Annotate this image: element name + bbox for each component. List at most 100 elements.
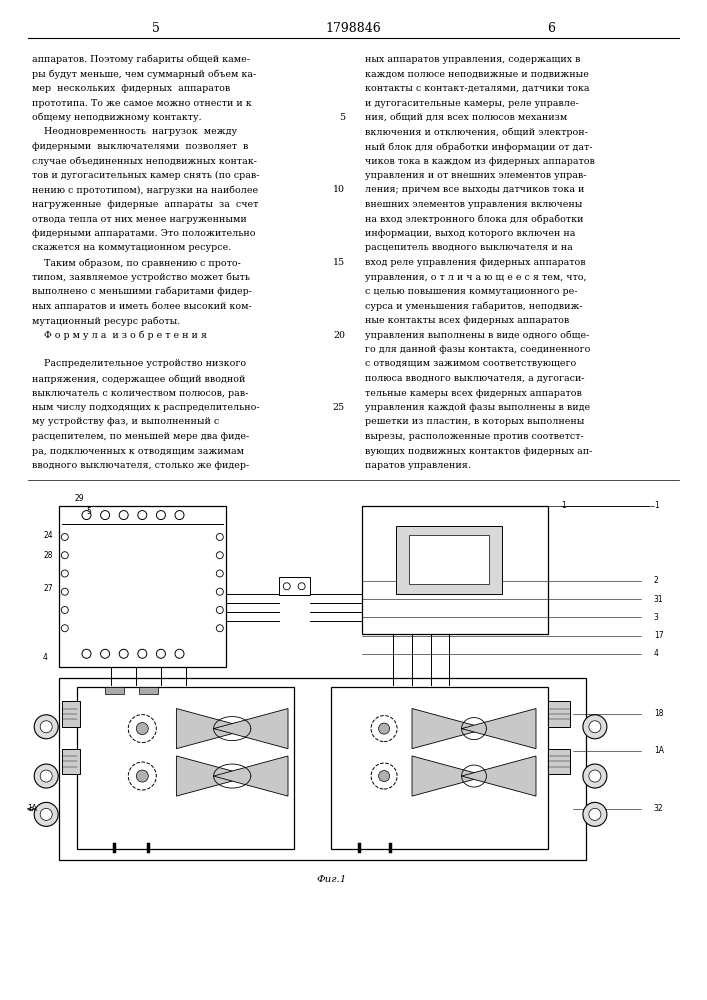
Text: ления; причем все выходы датчиков тока и: ления; причем все выходы датчиков тока и	[365, 186, 585, 194]
Circle shape	[175, 649, 184, 658]
Circle shape	[216, 570, 223, 577]
Text: мер  нескольких  фидерных  аппаратов: мер нескольких фидерных аппаратов	[32, 84, 230, 93]
Polygon shape	[462, 756, 536, 796]
Circle shape	[589, 770, 601, 782]
Text: 32: 32	[654, 804, 663, 813]
Text: фидерными аппаратами. Это положительно: фидерными аппаратами. Это положительно	[32, 229, 255, 238]
Text: сурса и уменьшения габаритов, неподвиж-: сурса и уменьшения габаритов, неподвиж-	[365, 302, 583, 311]
Circle shape	[100, 649, 110, 658]
Bar	[105, 687, 124, 694]
Text: Распределительное устройство низкого: Распределительное устройство низкого	[32, 360, 246, 368]
Text: вырезы, расположенные против соответст-: вырезы, расположенные против соответст-	[365, 432, 584, 441]
Polygon shape	[412, 756, 486, 796]
Text: 5: 5	[339, 113, 345, 122]
Text: ный блок для обработки информации от дат-: ный блок для обработки информации от дат…	[365, 142, 592, 151]
Polygon shape	[177, 709, 251, 749]
Text: 3: 3	[654, 613, 659, 622]
Text: ра, подключенных к отводящим зажимам: ра, подключенных к отводящим зажимам	[32, 446, 244, 456]
Circle shape	[216, 552, 223, 559]
Text: включения и отключения, общий электрон-: включения и отключения, общий электрон-	[365, 127, 588, 137]
Circle shape	[583, 802, 607, 826]
Circle shape	[136, 770, 148, 782]
Text: и дугогасительные камеры, реле управле-: и дугогасительные камеры, реле управле-	[365, 99, 579, 107]
Bar	[549, 749, 570, 774]
Text: вующих подвижных контактов фидерных ап-: вующих подвижных контактов фидерных ап-	[365, 446, 592, 456]
Circle shape	[216, 606, 223, 613]
Circle shape	[138, 511, 147, 520]
Text: 24: 24	[43, 531, 53, 540]
Bar	[409, 535, 489, 584]
Circle shape	[40, 770, 52, 782]
Text: тов и дугогасительных камер снять (по срав-: тов и дугогасительных камер снять (по ср…	[32, 171, 259, 180]
Text: выключатель с количеством полюсов, рав-: выключатель с количеством полюсов, рав-	[32, 388, 248, 397]
Circle shape	[298, 583, 305, 590]
Bar	[279, 577, 310, 595]
Text: управления и от внешних элементов управ-: управления и от внешних элементов управ-	[365, 171, 587, 180]
Text: мутационный ресурс работы.: мутационный ресурс работы.	[32, 316, 180, 326]
Circle shape	[128, 762, 156, 790]
Text: вход реле управления фидерных аппаратов: вход реле управления фидерных аппаратов	[365, 258, 585, 267]
Bar	[59, 678, 585, 860]
Circle shape	[40, 808, 52, 820]
Text: случае объединенных неподвижных контак-: случае объединенных неподвижных контак-	[32, 156, 257, 166]
Text: аппаратов. Поэтому габариты общей каме-: аппаратов. Поэтому габариты общей каме-	[32, 55, 250, 64]
Text: 17: 17	[654, 631, 663, 640]
Text: 18: 18	[654, 710, 663, 718]
Text: 29: 29	[74, 494, 83, 503]
Text: тельные камеры всех фидерных аппаратов: тельные камеры всех фидерных аппаратов	[365, 388, 582, 397]
Text: Ф о р м у л а  и з о б р е т е н и я: Ф о р м у л а и з о б р е т е н и я	[32, 330, 207, 340]
Text: ры будут меньше, чем суммарный объем ка-: ры будут меньше, чем суммарный объем ка-	[32, 70, 256, 79]
Text: типом, заявляемое устройство может быть: типом, заявляемое устройство может быть	[32, 272, 250, 282]
Text: 1: 1	[561, 501, 566, 510]
Text: 20: 20	[333, 330, 345, 340]
Circle shape	[62, 625, 69, 632]
Text: ные контакты всех фидерных аппаратов: ные контакты всех фидерных аппаратов	[365, 316, 569, 325]
Text: ным числу подходящих к распределительно-: ным числу подходящих к распределительно-	[32, 403, 259, 412]
Text: скажется на коммутационном ресурсе.: скажется на коммутационном ресурсе.	[32, 243, 231, 252]
Text: нению с прототипом), нагрузки на наиболее: нению с прототипом), нагрузки на наиболе…	[32, 186, 258, 195]
Circle shape	[379, 723, 390, 734]
Circle shape	[371, 763, 397, 789]
Circle shape	[216, 588, 223, 595]
Bar	[332, 687, 549, 849]
Text: выполнено с меньшими габаритами фидер-: выполнено с меньшими габаритами фидер-	[32, 287, 252, 296]
Text: 25: 25	[333, 403, 345, 412]
Text: на вход электронного блока для обработки: на вход электронного блока для обработки	[365, 215, 583, 224]
Circle shape	[119, 649, 128, 658]
Circle shape	[175, 511, 184, 520]
Text: ния, общий для всех полюсов механизм: ния, общий для всех полюсов механизм	[365, 113, 567, 122]
Text: с отводящим зажимом соответствующего: с отводящим зажимом соответствующего	[365, 360, 576, 368]
Circle shape	[34, 802, 58, 826]
Bar	[62, 749, 81, 774]
Text: 4: 4	[654, 649, 659, 658]
Text: 1798846: 1798846	[326, 21, 381, 34]
Circle shape	[284, 583, 291, 590]
Text: 31: 31	[654, 595, 663, 604]
Circle shape	[216, 625, 223, 632]
Text: Фиг.1: Фиг.1	[316, 875, 346, 884]
Text: му устройству фаз, и выполненный с: му устройству фаз, и выполненный с	[32, 418, 219, 426]
Bar	[77, 687, 294, 849]
Bar	[549, 701, 570, 727]
Text: 2: 2	[654, 576, 658, 585]
Circle shape	[589, 721, 601, 733]
Text: 4: 4	[43, 653, 48, 662]
Text: внешних элементов управления включены: внешних элементов управления включены	[365, 200, 583, 209]
Text: паратов управления.: паратов управления.	[365, 461, 471, 470]
Text: 10: 10	[333, 186, 345, 194]
Text: фидерными  выключателями  позволяет  в: фидерными выключателями позволяет в	[32, 142, 248, 151]
Text: контакты с контакт-деталями, датчики тока: контакты с контакт-деталями, датчики ток…	[365, 84, 590, 93]
Text: прототипа. То же самое можно отнести и к: прототипа. То же самое можно отнести и к	[32, 99, 252, 107]
Circle shape	[583, 715, 607, 739]
Circle shape	[34, 715, 58, 739]
Text: управления выполнены в виде одного обще-: управления выполнены в виде одного обще-	[365, 330, 590, 340]
Text: Таким образом, по сравнению с прото-: Таким образом, по сравнению с прото-	[32, 258, 241, 267]
Text: с целью повышения коммутационного ре-: с целью повышения коммутационного ре-	[365, 287, 578, 296]
Circle shape	[119, 511, 128, 520]
Text: полюса вводного выключателя, а дугогаси-: полюса вводного выключателя, а дугогаси-	[365, 374, 585, 383]
Text: расцепитель вводного выключателя и на: расцепитель вводного выключателя и на	[365, 243, 573, 252]
Text: общему неподвижному контакту.: общему неподвижному контакту.	[32, 113, 201, 122]
Text: чиков тока в каждом из фидерных аппаратов: чиков тока в каждом из фидерных аппарато…	[365, 156, 595, 165]
Text: 1: 1	[654, 501, 658, 510]
Circle shape	[62, 552, 69, 559]
